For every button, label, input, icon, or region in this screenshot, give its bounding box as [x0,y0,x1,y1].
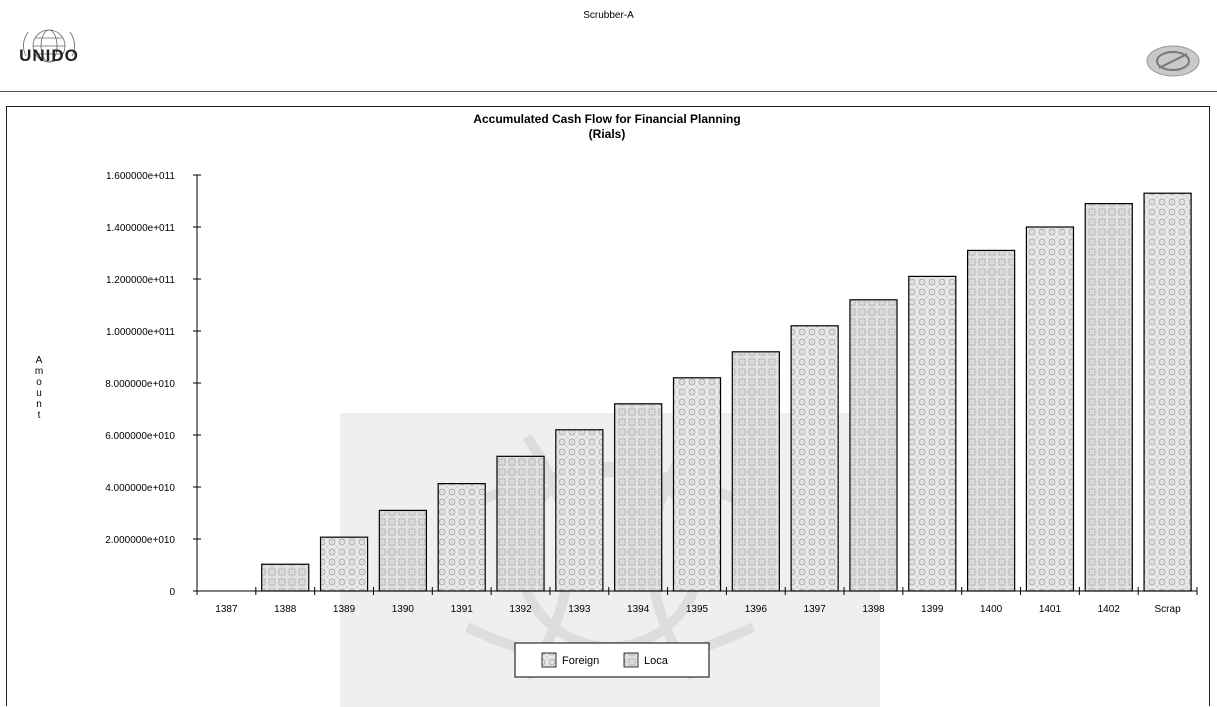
legend-swatch-foreign [541,652,557,668]
bar-1399 [908,275,957,592]
y-tick-label: 1.000000e+011 [106,327,175,338]
y-tick-label: 2.000000e+010 [105,535,175,546]
chart-svg: Accumulated Cash Flow for Financial Plan… [35,112,1198,707]
y-axis-label-char: t [38,410,41,421]
x-tick-label: 1389 [333,604,356,615]
bar-1391 [437,483,486,592]
emblem-logo [1146,45,1200,77]
y-axis-label-char: A [36,355,43,366]
x-tick-label: 1387 [215,604,238,615]
unido-logo [23,29,75,63]
bar-Scrap [1143,192,1192,592]
x-tick-label: 1398 [862,604,885,615]
bar-1402 [1084,202,1133,592]
x-tick-label: 1395 [686,604,709,615]
chart-subtitle: (Rials) [589,127,626,141]
bar-1398 [849,299,898,592]
y-axis-label-char: u [36,388,42,399]
x-tick-label: 1401 [1039,604,1062,615]
x-tick-label: 1399 [921,604,944,615]
legend-label-foreign: Foreign [562,655,599,667]
bar-1393 [555,429,604,592]
bar-1389 [319,536,369,592]
legend: Foreign Loca [514,642,710,678]
y-tick-label: 1.400000e+011 [106,223,175,234]
bar-1396 [731,351,780,592]
x-tick-label: 1402 [1098,604,1121,615]
y-axis-label-char: m [35,366,43,377]
document-header: Scrubber-A UNIDO [0,0,1217,96]
x-tick-label: 1392 [509,604,532,615]
legend-label-local: Loca [644,655,669,667]
bar-1390 [378,509,428,592]
y-tick-label: 1.200000e+011 [106,275,175,286]
header-divider [0,91,1217,92]
y-tick-label: 8.000000e+010 [105,379,175,390]
x-tick-label: Scrap [1155,604,1182,615]
document-title: Scrubber-A [583,10,634,21]
y-tick-label: 6.000000e+010 [105,431,175,442]
bar-1400 [966,249,1016,592]
y-tick-label: 0 [169,587,175,598]
x-tick-label: 1388 [274,604,297,615]
bar-1401 [1025,226,1075,592]
bars [261,192,1192,592]
x-tick-label: 1394 [627,604,650,615]
bar-1397 [790,325,839,592]
x-tick-label: 1400 [980,604,1003,615]
x-tick-label: 1391 [451,604,474,615]
y-axis-label-char: o [36,377,42,388]
chart-title: Accumulated Cash Flow for Financial Plan… [473,112,740,126]
y-axis-label-char: n [36,399,42,410]
legend-swatch-local [623,652,639,668]
y-tick-label: 4.000000e+010 [105,483,175,494]
bar-1388 [261,563,310,592]
y-tick-label: 1.600000e+011 [106,171,175,182]
x-tick-label: 1396 [745,604,768,615]
y-axis: 0 2.000000e+010 4.000000e+010 6.000000e+010… [105,171,201,598]
bar-1394 [614,403,663,592]
bar-1392 [496,455,545,592]
bar-1395 [672,377,722,592]
x-tick-label: 1393 [568,604,591,615]
unido-logo-text: UNIDO [19,46,79,65]
x-tick-label: 1390 [392,604,415,615]
chart-frame: Accumulated Cash Flow for Financial Plan… [6,106,1210,707]
x-tick-label: 1397 [804,604,827,615]
